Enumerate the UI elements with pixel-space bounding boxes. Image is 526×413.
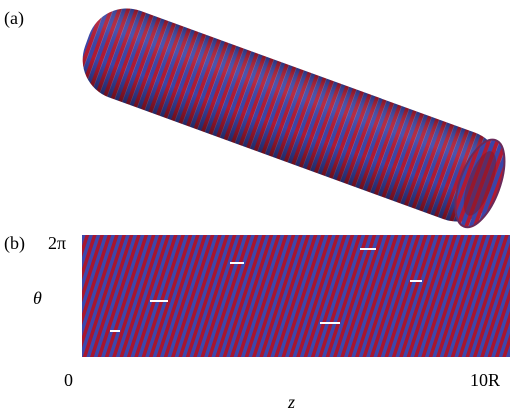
panel-label: (b) — [4, 233, 25, 254]
x-axis-label: z — [287, 392, 295, 412]
y-axis-label: θ — [33, 288, 42, 308]
unrolled-rendering — [82, 235, 510, 357]
figure: (a) (b) 2π θ 0 10R z — [0, 0, 526, 413]
x-axis-end: 10R — [470, 370, 500, 390]
y-axis-top-label: 2π — [48, 233, 66, 253]
panel-label: (a) — [4, 8, 24, 29]
cylinder-rendering — [71, 0, 514, 233]
x-axis-start: 0 — [64, 370, 73, 390]
